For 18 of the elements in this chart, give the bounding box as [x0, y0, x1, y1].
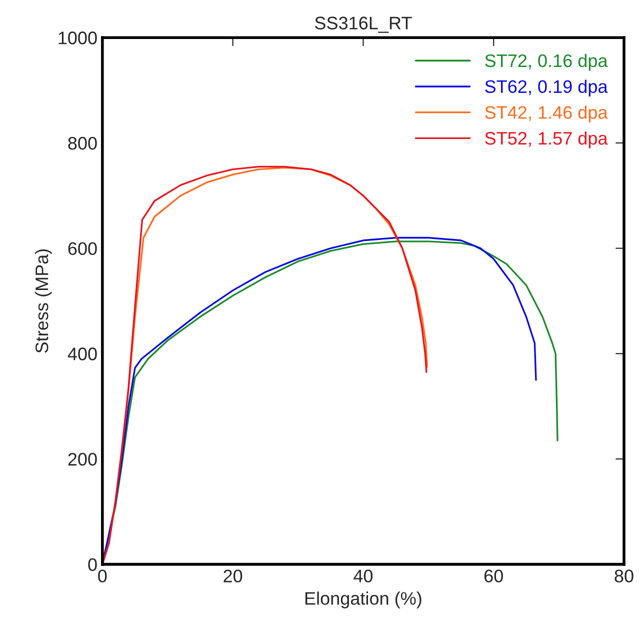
x-tick-label: 80 — [614, 570, 634, 582]
y-tick-label: 1000 — [58, 32, 97, 44]
chart-title: SS316L_RT — [315, 16, 412, 33]
y-tick-label: 600 — [68, 242, 97, 256]
x-tick-label: 0 — [98, 570, 107, 582]
y-tick-label: 400 — [68, 348, 97, 360]
x-tick-label: 40 — [354, 570, 373, 582]
legend-label: ST72, 0.16 dpa — [485, 54, 608, 71]
x-tick-label: 20 — [224, 570, 242, 582]
legend-label: ST42, 1.46 dpa — [485, 106, 608, 122]
x-axis-title: Elongation (%) — [305, 592, 422, 608]
y-tick-label: 0 — [88, 558, 97, 572]
legend-label: ST62, 0.19 dpa — [485, 80, 608, 97]
y-axis-title: Stress (MPa) — [34, 249, 52, 353]
legend-label: ST52, 1.57 dpa — [485, 131, 608, 148]
y-tick-label: 200 — [68, 452, 97, 466]
x-tick-label: 60 — [484, 570, 503, 582]
y-tick-label: 800 — [68, 136, 97, 150]
